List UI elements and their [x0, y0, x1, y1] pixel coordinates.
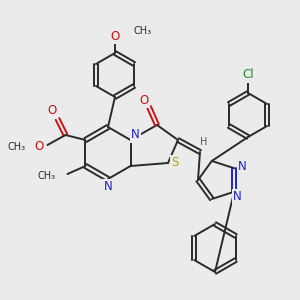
Text: O: O	[48, 104, 57, 118]
Text: O: O	[110, 29, 120, 43]
Text: O: O	[140, 94, 148, 106]
Text: N: N	[233, 190, 242, 203]
Text: N: N	[131, 128, 140, 142]
Text: Cl: Cl	[242, 68, 254, 82]
Text: CH₃: CH₃	[8, 142, 26, 152]
Text: N: N	[238, 160, 247, 173]
Text: N: N	[103, 181, 112, 194]
Text: CH₃: CH₃	[133, 26, 151, 36]
Text: H: H	[200, 137, 208, 147]
Text: O: O	[34, 140, 44, 152]
Text: S: S	[171, 157, 179, 169]
Text: CH₃: CH₃	[38, 171, 56, 181]
